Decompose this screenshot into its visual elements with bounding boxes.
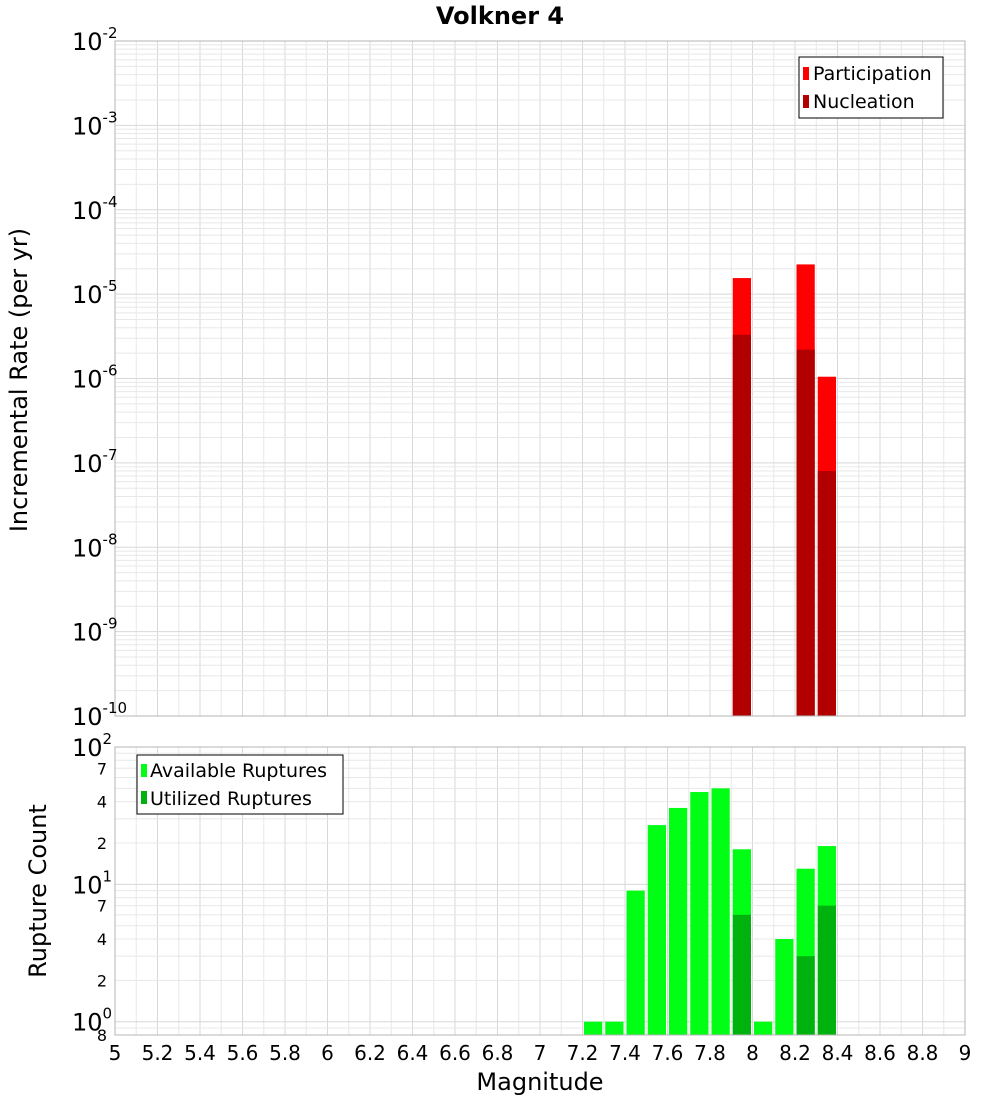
x-tick-label: 7 — [534, 1041, 547, 1065]
bar-available-ruptures — [775, 939, 794, 1035]
y-minor-tick-label: 2 — [97, 834, 107, 853]
y-tick-label: 10-5 — [72, 277, 118, 309]
x-tick-label: 6.6 — [439, 1041, 471, 1065]
y-tick-label: 10-6 — [72, 362, 118, 394]
bar-utilized-ruptures — [817, 905, 836, 1035]
bar-available-ruptures — [690, 792, 709, 1035]
y-minor-tick-label: 4 — [97, 793, 107, 812]
bar-nucleation — [796, 349, 815, 716]
x-tick-label: 6.2 — [354, 1041, 386, 1065]
rupture-count-panel-y-ticks: 100 101 102 8 2 4 7 2 4 7 — [72, 730, 112, 1045]
bar-nucleation — [732, 334, 751, 716]
x-tick-label: 9 — [959, 1041, 972, 1065]
x-tick-label: 8.2 — [779, 1041, 811, 1065]
bar-available-ruptures — [669, 807, 688, 1035]
bar-nucleation — [817, 471, 836, 716]
bar-available-ruptures — [711, 788, 730, 1035]
x-tick-label: 7.4 — [609, 1041, 641, 1065]
x-tick-label: 6.8 — [482, 1041, 514, 1065]
rupture-count-panel-legend-box — [136, 754, 344, 815]
bar-utilized-ruptures — [732, 914, 751, 1035]
rate-panel-y-axis-label: Incremental Rate (per yr) — [5, 228, 33, 532]
legend-label-nucleation: Nucleation — [813, 91, 915, 113]
rate-panel: 10-10 10-9 10-8 10-7 10-6 10-5 10-4 10-3 10-2 In… — [5, 24, 966, 731]
rate-panel-grid — [114, 40, 966, 717]
x-tick-label: 8.6 — [864, 1041, 896, 1065]
legend-swatch-participation — [803, 67, 809, 80]
y-tick-label: 10-3 — [72, 108, 118, 140]
y-minor-tick-label: 8 — [97, 1026, 107, 1045]
legend-swatch-utilized-ruptures — [141, 791, 147, 804]
y-minor-tick-label: 2 — [97, 971, 107, 990]
x-tick-label: 6.4 — [397, 1041, 429, 1065]
rate-panel-bars — [732, 264, 836, 716]
x-tick-label: 6 — [321, 1041, 334, 1065]
y-tick-label: 10-4 — [72, 193, 118, 225]
x-tick-label: 8.8 — [907, 1041, 939, 1065]
y-tick-label: 10-9 — [72, 615, 118, 647]
y-tick-label: 10-2 — [72, 24, 118, 56]
x-tick-label: 8.4 — [822, 1041, 854, 1065]
bar-available-ruptures — [647, 825, 666, 1035]
y-tick-label: 102 — [72, 730, 112, 762]
x-tick-label: 5.6 — [227, 1041, 259, 1065]
y-tick-label: 100 — [72, 1005, 112, 1037]
legend-label-utilized-ruptures: Utilized Ruptures — [150, 788, 312, 810]
y-tick-label: 10-10 — [72, 699, 127, 731]
rate-panel-legend-box — [798, 56, 944, 119]
x-axis-label: Magnitude — [476, 1068, 603, 1096]
bar-utilized-ruptures — [796, 956, 815, 1035]
x-tick-label: 7.6 — [652, 1041, 684, 1065]
bar-available-ruptures — [754, 1021, 773, 1035]
y-tick-label: 101 — [72, 867, 112, 899]
y-tick-label: 10-7 — [72, 446, 118, 478]
chart-title: Volkner 4 — [436, 2, 564, 30]
legend-label-available-ruptures: Available Ruptures — [150, 760, 327, 782]
y-tick-label: 10-8 — [72, 530, 118, 562]
x-tick-label: 7.8 — [694, 1041, 726, 1065]
x-tick-label: 5.2 — [142, 1041, 174, 1065]
rupture-count-panel-bars — [584, 788, 836, 1035]
bar-available-ruptures — [626, 890, 645, 1035]
rupture-count-panel-legend: Available Ruptures Utilized Ruptures — [136, 754, 344, 815]
x-axis-ticks: 5 5.2 5.4 5.6 5.8 6 6.2 6.4 6.6 6.8 7 7.2 7.4 7.6 7.8 8… — [109, 1041, 972, 1065]
rupture-count-panel: 100 101 102 8 2 4 7 2 4 7 Rupture Count Available… — [24, 730, 966, 1045]
x-tick-label: 8 — [746, 1041, 759, 1065]
rate-panel-frame — [114, 40, 966, 717]
x-tick-label: 7.2 — [567, 1041, 599, 1065]
y-minor-tick-label: 7 — [97, 897, 107, 916]
x-tick-label: 5.8 — [269, 1041, 301, 1065]
rate-panel-y-ticks: 10-10 10-9 10-8 10-7 10-6 10-5 10-4 10-3 10-2 — [72, 24, 127, 731]
x-tick-label: 5.4 — [184, 1041, 216, 1065]
y-minor-tick-label: 4 — [97, 930, 107, 949]
x-tick-label: 5 — [109, 1041, 122, 1065]
y-minor-tick-label: 7 — [97, 759, 107, 778]
legend-swatch-nucleation — [803, 95, 809, 108]
rupture-count-panel-frame — [114, 746, 966, 1036]
bar-available-ruptures — [584, 1021, 603, 1035]
legend-label-participation: Participation — [813, 63, 932, 85]
bar-available-ruptures — [605, 1021, 624, 1035]
rupture-count-panel-y-axis-label: Rupture Count — [24, 804, 52, 978]
rate-panel-legend: Participation Nucleation — [798, 56, 944, 119]
legend-swatch-available-ruptures — [141, 764, 147, 777]
